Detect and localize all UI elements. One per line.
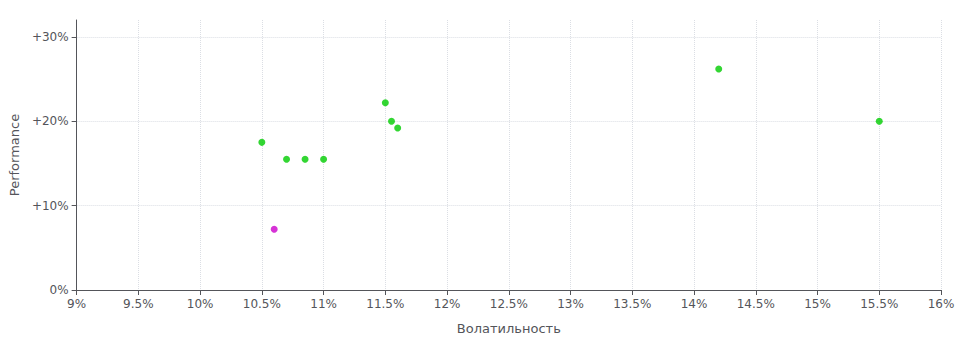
svg-text:14.5%: 14.5%: [737, 297, 775, 311]
svg-text:Performance: Performance: [7, 114, 22, 196]
svg-text:0%: 0%: [50, 283, 69, 297]
svg-text:10.5%: 10.5%: [243, 297, 281, 311]
svg-text:15.5%: 15.5%: [860, 297, 898, 311]
svg-text:14%: 14%: [681, 297, 708, 311]
svg-text:13%: 13%: [557, 297, 584, 311]
svg-text:15%: 15%: [804, 297, 831, 311]
svg-text:+20%: +20%: [32, 114, 69, 128]
svg-text:11%: 11%: [310, 297, 337, 311]
svg-text:+10%: +10%: [32, 199, 69, 213]
svg-text:12%: 12%: [434, 297, 461, 311]
svg-text:10%: 10%: [187, 297, 214, 311]
svg-text:9.5%: 9.5%: [123, 297, 154, 311]
svg-text:Волатильность: Волатильность: [457, 321, 561, 336]
svg-text:13.5%: 13.5%: [613, 297, 651, 311]
svg-text:16%: 16%: [928, 297, 955, 311]
svg-text:12.5%: 12.5%: [490, 297, 528, 311]
svg-text:+30%: +30%: [32, 30, 69, 44]
svg-text:11.5%: 11.5%: [366, 297, 404, 311]
svg-text:9%: 9%: [67, 297, 86, 311]
